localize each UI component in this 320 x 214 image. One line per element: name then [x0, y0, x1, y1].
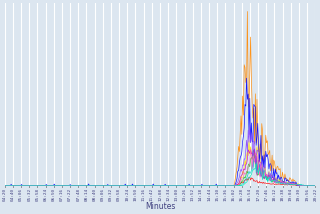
X-axis label: Minutes: Minutes — [145, 202, 175, 211]
